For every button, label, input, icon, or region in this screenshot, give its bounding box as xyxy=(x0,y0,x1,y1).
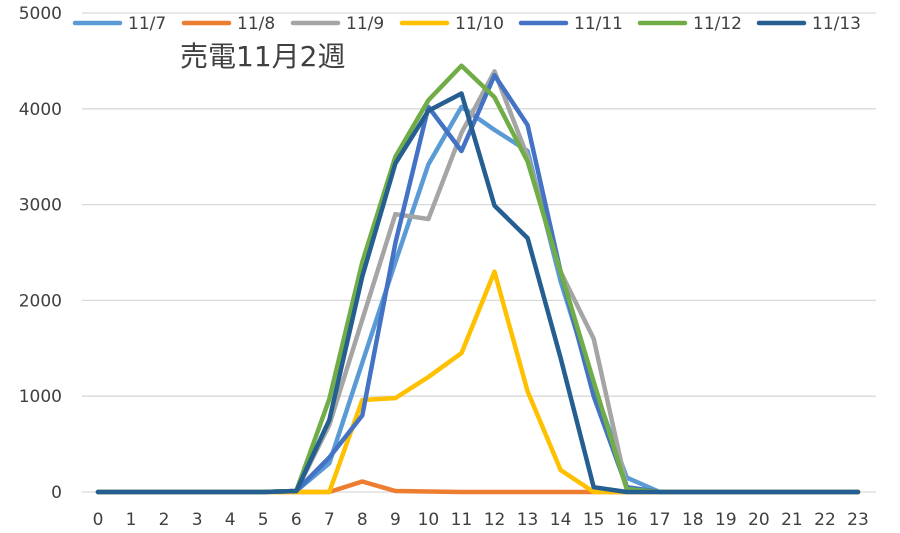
x-tick-label: 8 xyxy=(357,510,368,530)
y-tick-label: 5000 xyxy=(19,4,62,24)
y-tick-label: 4000 xyxy=(19,100,62,120)
legend-label: 11/13 xyxy=(812,14,861,34)
x-tick-label: 2 xyxy=(159,510,170,530)
legend-label: 11/7 xyxy=(128,14,166,34)
x-tick-label: 9 xyxy=(390,510,401,530)
legend-label: 11/10 xyxy=(455,14,504,34)
series-lines xyxy=(95,63,861,495)
chart-title: 売電11月2週 xyxy=(180,40,345,73)
series-line-11-13 xyxy=(95,91,861,495)
x-tick-label: 5 xyxy=(258,510,269,530)
series-line-11-10 xyxy=(95,269,861,495)
x-tick-label: 7 xyxy=(324,510,335,530)
series-line-11-9 xyxy=(95,69,861,495)
series-line-11-12 xyxy=(95,63,861,495)
y-tick-label: 2000 xyxy=(19,291,62,311)
legend-label: 11/11 xyxy=(574,14,623,34)
y-tick-label: 1000 xyxy=(19,387,62,407)
x-tick-label: 6 xyxy=(291,510,302,530)
legend: 11/7 11/8 11/9 11/10 11/11 11/12 11/13 xyxy=(72,14,861,34)
x-tick-label: 15 xyxy=(583,510,605,530)
legend-label: 11/12 xyxy=(693,14,742,34)
legend-label: 11/8 xyxy=(237,14,275,34)
x-tick-label: 13 xyxy=(517,510,539,530)
x-tick-label: 22 xyxy=(814,510,836,530)
x-tick-label: 10 xyxy=(418,510,440,530)
series-line-11-11 xyxy=(95,73,861,495)
series-line-11-7 xyxy=(95,104,861,495)
x-tick-label: 17 xyxy=(649,510,671,530)
x-tick-label: 12 xyxy=(484,510,506,530)
x-tick-label: 23 xyxy=(847,510,869,530)
x-tick-label: 4 xyxy=(225,510,236,530)
x-tick-label: 0 xyxy=(93,510,104,530)
x-axis-tick-labels: 0 1 2 3 4 5 6 7 8 9 10 11 12 13 14 15 16 17 18 19 20 21 22 23 xyxy=(93,510,869,530)
x-tick-label: 11 xyxy=(451,510,473,530)
x-tick-label: 3 xyxy=(192,510,203,530)
x-tick-label: 1 xyxy=(126,510,137,530)
x-tick-label: 20 xyxy=(748,510,770,530)
y-tick-label: 0 xyxy=(51,483,62,503)
x-tick-label: 18 xyxy=(682,510,704,530)
y-axis-tick-labels: 0 1000 2000 3000 4000 5000 xyxy=(19,4,62,503)
y-tick-label: 3000 xyxy=(19,196,62,216)
x-tick-label: 21 xyxy=(781,510,803,530)
x-tick-label: 19 xyxy=(715,510,737,530)
legend-label: 11/9 xyxy=(346,14,384,34)
x-tick-label: 16 xyxy=(616,510,638,530)
x-tick-label: 14 xyxy=(550,510,572,530)
